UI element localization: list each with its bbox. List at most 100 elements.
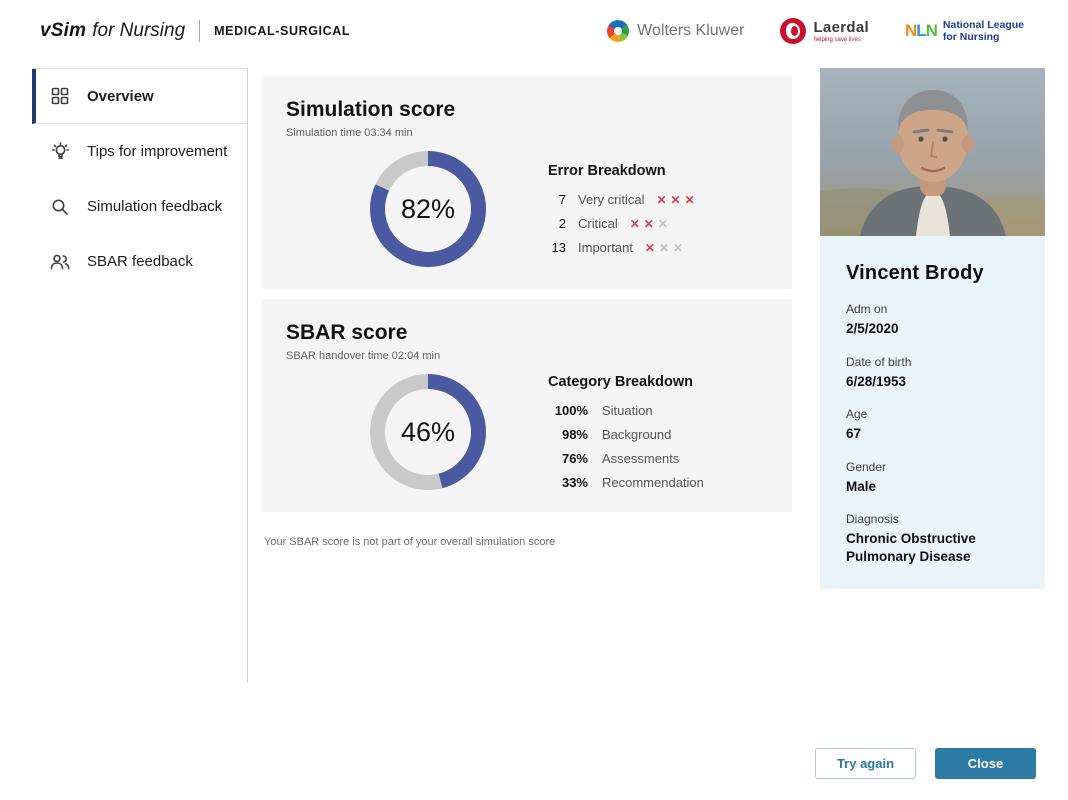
x-icon-red: ✕ bbox=[684, 192, 695, 207]
error-label: Important bbox=[578, 240, 633, 255]
error-row-very-critical: 7 Very critical ✕ ✕ ✕ bbox=[548, 192, 695, 207]
error-count: 2 bbox=[558, 216, 566, 231]
sidebar-item-label: Overview bbox=[87, 87, 154, 105]
severity-x-icons: ✕ ✕ ✕ bbox=[656, 193, 694, 207]
field-label: Date of birth bbox=[846, 354, 912, 369]
category-breakdown: Category Breakdown 100% Situation 98% Ba… bbox=[548, 374, 704, 490]
nln-label: National League for Nursing bbox=[942, 18, 1024, 43]
error-row-critical: 2 Critical ✕ ✕ ✕ bbox=[548, 216, 695, 231]
sidebar-item-simulation-feedback[interactable]: Simulation feedback bbox=[32, 179, 247, 234]
x-icon-red: ✕ bbox=[629, 216, 640, 231]
search-icon bbox=[49, 198, 71, 216]
sbar-score-value: 46% bbox=[400, 416, 456, 447]
patient-field-gender: Gender Male bbox=[846, 460, 1019, 496]
patient-field-dob: Date of birth 6/28/1953 bbox=[846, 355, 1019, 391]
sidebar-item-label: Tips for improvement bbox=[87, 143, 228, 160]
field-label: Gender bbox=[846, 459, 887, 474]
brand-vsim: vSim bbox=[40, 20, 87, 41]
category-row-assessments: 76% Assessments bbox=[548, 451, 704, 466]
footer-actions: Try again Close bbox=[815, 748, 1036, 779]
category-breakdown-title: Category Breakdown bbox=[548, 374, 694, 390]
sidebar: Overview Tips for improvement Simulation… bbox=[32, 68, 248, 683]
error-label: Very critical bbox=[578, 192, 645, 207]
close-button[interactable]: Close bbox=[935, 748, 1036, 779]
field-value: 6/28/1953 bbox=[846, 373, 907, 389]
category-value: 98% bbox=[561, 427, 588, 442]
simulation-score-value: 82% bbox=[400, 193, 456, 224]
sidebar-item-tips[interactable]: Tips for improvement bbox=[32, 124, 247, 179]
sbar-score-donut: 46% bbox=[370, 374, 486, 490]
category-label: Background bbox=[602, 427, 672, 442]
field-value: 67 bbox=[846, 426, 862, 442]
x-icon-red: ✕ bbox=[656, 192, 667, 207]
field-value: Chronic Obstructive Pulmonary Disease bbox=[846, 531, 976, 564]
nln-icon: NLN bbox=[904, 21, 938, 40]
error-breakdown: Error Breakdown 7 Very critical ✕ ✕ ✕ 2 Cr… bbox=[548, 163, 695, 255]
severity-x-icons: ✕ ✕ ✕ bbox=[630, 217, 668, 231]
patient-field-admission: Adm on 2/5/2020 bbox=[846, 302, 1019, 338]
laerdal-label: Laerdal bbox=[813, 18, 869, 36]
sbar-score-card: SBAR score SBAR handover time 02:04 min … bbox=[262, 299, 792, 512]
field-value: Male bbox=[846, 478, 877, 494]
x-icon-red: ✕ bbox=[644, 240, 655, 255]
x-icon-gray: ✕ bbox=[673, 240, 684, 255]
grid-icon bbox=[49, 87, 71, 105]
error-count: 13 bbox=[551, 240, 566, 255]
error-label: Critical bbox=[578, 216, 618, 231]
try-again-button[interactable]: Try again bbox=[815, 748, 916, 779]
laerdal-tagline: helping save lives bbox=[813, 36, 861, 43]
app-header: vSim for Nursing MEDICAL-SURGICAL Wolter… bbox=[0, 0, 1068, 62]
category-label: Situation bbox=[602, 403, 653, 418]
sbar-footnote: Your SBAR score is not part of your over… bbox=[264, 536, 556, 548]
laerdal-logo: Laerdal helping save lives bbox=[780, 18, 869, 44]
severity-x-icons: ✕ ✕ ✕ bbox=[645, 241, 683, 255]
sidebar-item-label: SBAR feedback bbox=[87, 253, 193, 270]
sidebar-item-label: Simulation feedback bbox=[87, 198, 223, 215]
patient-name: Vincent Brody bbox=[846, 262, 984, 284]
laerdal-icon bbox=[780, 18, 807, 44]
category-value: 76% bbox=[561, 451, 588, 466]
app-brand: vSim for Nursing MEDICAL-SURGICAL bbox=[40, 20, 350, 42]
category-row-situation: 100% Situation bbox=[548, 403, 704, 418]
brand-for-nursing: for Nursing bbox=[92, 20, 186, 41]
brand-edition: MEDICAL-SURGICAL bbox=[214, 24, 351, 38]
field-label: Diagnosis bbox=[846, 512, 899, 527]
wolters-kluwer-logo: Wolters Kluwer bbox=[607, 20, 744, 42]
lightbulb-icon bbox=[49, 142, 71, 161]
x-icon-red: ✕ bbox=[670, 192, 681, 207]
sbar-handover-time: SBAR handover time 02:04 min bbox=[286, 350, 441, 362]
field-label: Age bbox=[846, 407, 868, 422]
error-count: 7 bbox=[558, 192, 566, 207]
people-icon bbox=[49, 253, 71, 271]
wolters-kluwer-label: Wolters Kluwer bbox=[637, 22, 745, 39]
category-row-background: 98% Background bbox=[548, 427, 704, 442]
patient-panel: Vincent Brody Adm on 2/5/2020 Date of bi… bbox=[820, 68, 1045, 590]
error-breakdown-title: Error Breakdown bbox=[548, 163, 666, 179]
patient-photo bbox=[820, 68, 1045, 236]
x-icon-gray: ✕ bbox=[657, 216, 668, 231]
wolters-kluwer-icon bbox=[607, 20, 630, 42]
partner-logos: Wolters Kluwer Laerdal helping save live… bbox=[607, 18, 1024, 44]
nln-logo: NLN National League for Nursing bbox=[905, 19, 1024, 43]
main-content: Simulation score Simulation time 03:34 m… bbox=[262, 76, 792, 548]
sidebar-item-sbar-feedback[interactable]: SBAR feedback bbox=[32, 234, 247, 289]
x-icon-gray: ✕ bbox=[658, 240, 670, 255]
brand-divider bbox=[199, 20, 201, 42]
category-label: Recommendation bbox=[602, 475, 704, 490]
simulation-score-title: Simulation score bbox=[286, 98, 456, 121]
patient-info-panel: Vincent Brody Adm on 2/5/2020 Date of bi… bbox=[820, 236, 1045, 590]
simulation-time: Simulation time 03:34 min bbox=[286, 127, 413, 139]
sbar-score-title: SBAR score bbox=[286, 321, 408, 344]
category-value: 100% bbox=[554, 403, 588, 418]
field-label: Adm on bbox=[846, 302, 888, 316]
x-icon-red: ✕ bbox=[643, 216, 654, 231]
category-row-recommendation: 33% Recommendation bbox=[548, 475, 704, 490]
sidebar-item-overview[interactable]: Overview bbox=[32, 69, 247, 124]
field-value: 2/5/2020 bbox=[846, 321, 899, 336]
error-row-important: 13 Important ✕ ✕ ✕ bbox=[548, 240, 695, 255]
category-label: Assessments bbox=[602, 451, 680, 466]
patient-field-diagnosis: Diagnosis Chronic Obstructive Pulmonary … bbox=[846, 512, 1019, 565]
category-value: 33% bbox=[561, 475, 588, 490]
simulation-score-card: Simulation score Simulation time 03:34 m… bbox=[262, 76, 792, 289]
simulation-score-donut: 82% bbox=[370, 151, 486, 267]
